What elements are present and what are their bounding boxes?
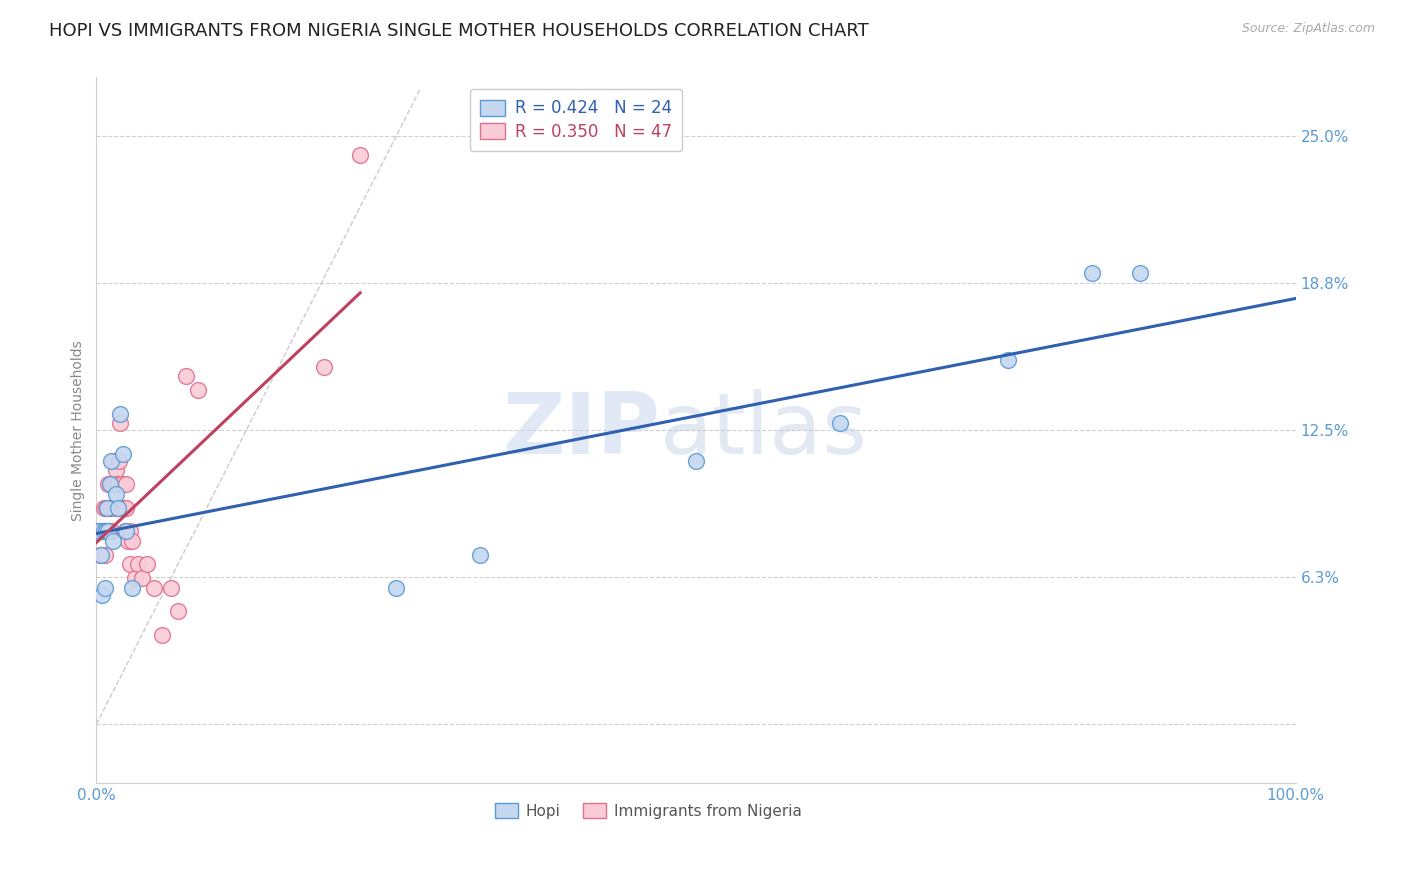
Point xyxy=(98,500,121,515)
Point xyxy=(97,524,120,539)
Point xyxy=(100,524,122,539)
Point xyxy=(1129,266,1152,280)
Point xyxy=(90,524,112,539)
Point xyxy=(110,477,132,491)
Point xyxy=(127,558,149,572)
Point xyxy=(828,416,851,430)
Point xyxy=(118,524,141,539)
Point xyxy=(135,558,157,572)
Point xyxy=(105,477,128,491)
Point xyxy=(167,604,190,618)
Point xyxy=(91,524,114,539)
Point xyxy=(118,558,141,572)
Text: ZIP: ZIP xyxy=(502,389,659,472)
Point xyxy=(104,487,127,501)
Point xyxy=(96,500,118,515)
Point xyxy=(93,500,115,515)
Point xyxy=(100,454,122,468)
Point xyxy=(314,359,336,374)
Point xyxy=(87,524,110,539)
Point xyxy=(91,588,114,602)
Point xyxy=(93,524,115,539)
Point xyxy=(121,581,143,595)
Point xyxy=(124,571,146,585)
Point xyxy=(142,581,165,595)
Point xyxy=(103,500,125,515)
Point xyxy=(385,581,408,595)
Point xyxy=(96,500,118,515)
Point xyxy=(94,500,117,515)
Point xyxy=(468,548,491,562)
Point xyxy=(174,369,197,384)
Point xyxy=(93,581,115,595)
Point xyxy=(111,500,134,515)
Point xyxy=(997,352,1019,367)
Point xyxy=(685,454,707,468)
Point xyxy=(93,524,115,539)
Point xyxy=(115,477,138,491)
Point xyxy=(115,524,138,539)
Point xyxy=(108,454,131,468)
Point xyxy=(187,384,209,398)
Point xyxy=(115,500,138,515)
Point xyxy=(101,454,124,468)
Point xyxy=(94,524,117,539)
Point xyxy=(90,548,112,562)
Point xyxy=(101,477,124,491)
Text: Source: ZipAtlas.com: Source: ZipAtlas.com xyxy=(1241,22,1375,36)
Point xyxy=(111,447,134,461)
Y-axis label: Single Mother Households: Single Mother Households xyxy=(72,340,86,521)
Point xyxy=(107,477,129,491)
Point xyxy=(110,407,132,421)
Point xyxy=(94,524,117,539)
Point xyxy=(114,524,136,539)
Point xyxy=(159,581,181,595)
Point xyxy=(98,477,121,491)
Point xyxy=(110,416,132,430)
Point xyxy=(107,500,129,515)
Point xyxy=(93,548,115,562)
Point xyxy=(103,477,125,491)
Point xyxy=(117,533,139,548)
Point xyxy=(150,628,173,642)
Legend: Hopi, Immigrants from Nigeria: Hopi, Immigrants from Nigeria xyxy=(488,797,807,825)
Point xyxy=(1080,266,1102,280)
Point xyxy=(97,477,120,491)
Point xyxy=(131,571,153,585)
Text: atlas: atlas xyxy=(659,389,868,472)
Point xyxy=(104,463,127,477)
Point xyxy=(107,500,129,515)
Point xyxy=(100,500,122,515)
Point xyxy=(349,148,371,162)
Point xyxy=(97,524,120,539)
Point xyxy=(89,548,111,562)
Point xyxy=(112,500,135,515)
Text: HOPI VS IMMIGRANTS FROM NIGERIA SINGLE MOTHER HOUSEHOLDS CORRELATION CHART: HOPI VS IMMIGRANTS FROM NIGERIA SINGLE M… xyxy=(49,22,869,40)
Point xyxy=(121,533,143,548)
Point xyxy=(87,524,110,539)
Point xyxy=(101,533,124,548)
